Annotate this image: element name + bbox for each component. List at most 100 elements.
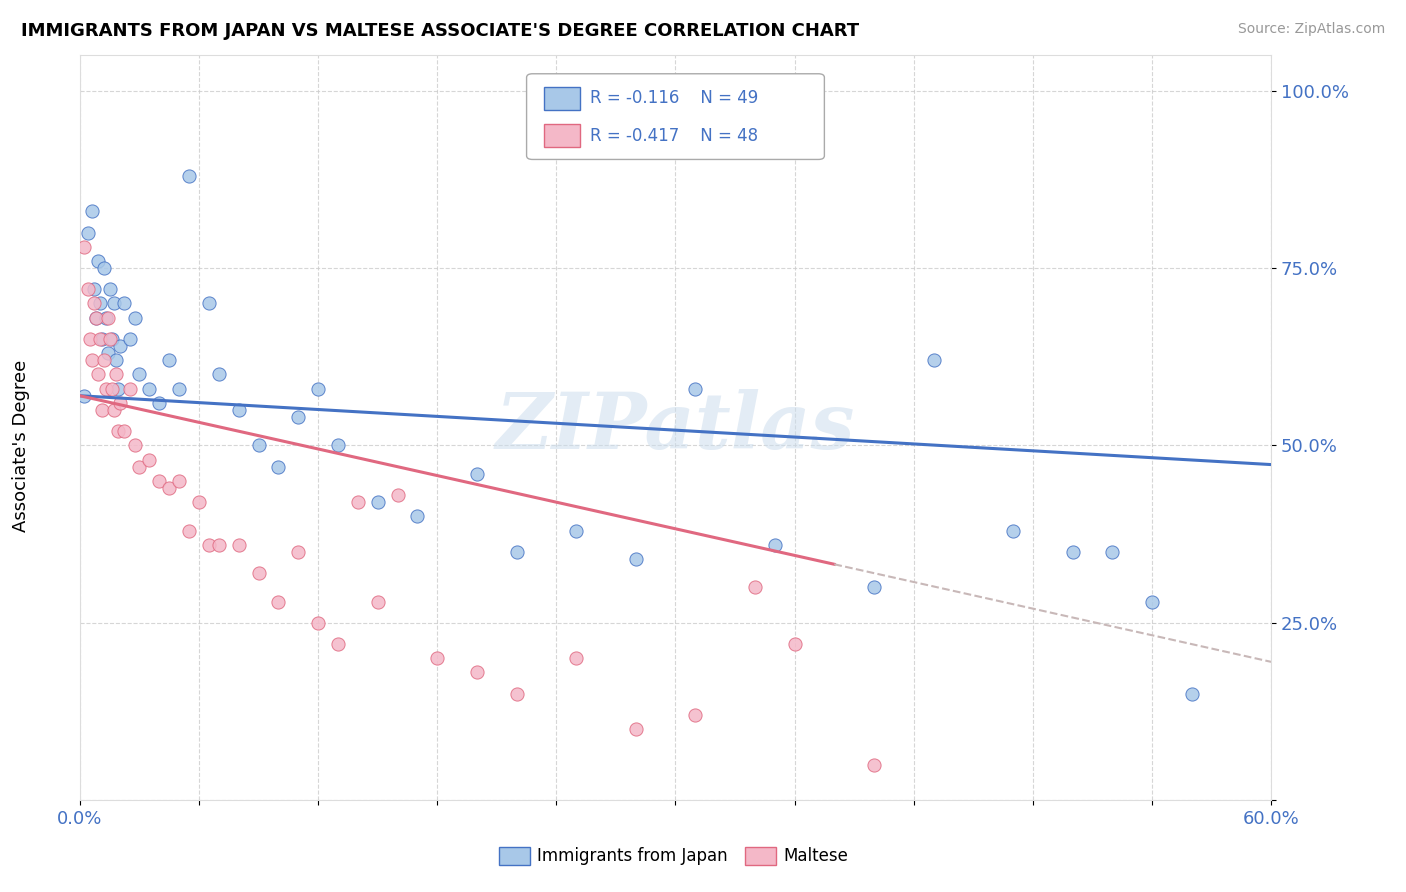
Point — [93, 260, 115, 275]
Point — [177, 524, 200, 538]
Point — [208, 538, 231, 552]
Point — [1062, 545, 1084, 559]
Point — [124, 310, 146, 325]
Point — [148, 474, 170, 488]
Point — [138, 382, 160, 396]
Point — [505, 687, 527, 701]
Point — [565, 651, 588, 665]
Point — [624, 552, 647, 566]
Point — [128, 459, 150, 474]
Point — [98, 282, 121, 296]
Point — [922, 353, 945, 368]
Point — [97, 346, 120, 360]
Point — [148, 396, 170, 410]
Point — [80, 353, 103, 368]
Point — [108, 396, 131, 410]
Point — [685, 708, 707, 723]
Point — [177, 169, 200, 183]
Point — [863, 580, 886, 594]
Point — [89, 332, 111, 346]
Point — [1181, 687, 1204, 701]
Point — [505, 545, 527, 559]
Point — [104, 368, 127, 382]
Point — [367, 495, 389, 509]
Point — [83, 296, 105, 310]
Point — [426, 651, 449, 665]
Point — [89, 296, 111, 310]
Text: Maltese: Maltese — [783, 847, 848, 865]
Point — [94, 310, 117, 325]
Point — [228, 403, 250, 417]
FancyBboxPatch shape — [527, 74, 824, 160]
Point — [87, 254, 110, 268]
Point — [744, 580, 766, 594]
Point — [465, 665, 488, 680]
Point — [198, 538, 221, 552]
Point — [124, 438, 146, 452]
Text: Immigrants from Japan: Immigrants from Japan — [537, 847, 728, 865]
Point — [287, 545, 309, 559]
Point — [94, 382, 117, 396]
Point — [1140, 594, 1163, 608]
Point — [73, 389, 96, 403]
Point — [103, 296, 125, 310]
Point — [107, 382, 129, 396]
Point — [763, 538, 786, 552]
Point — [247, 566, 270, 581]
Point — [685, 382, 707, 396]
Point — [79, 332, 101, 346]
Point — [83, 282, 105, 296]
Point — [76, 226, 98, 240]
Point — [267, 594, 290, 608]
Point — [108, 339, 131, 353]
Point — [97, 310, 120, 325]
Point — [326, 438, 349, 452]
Point — [107, 424, 129, 438]
Text: Associate's Degree: Associate's Degree — [13, 359, 30, 533]
Point — [1101, 545, 1123, 559]
Point — [118, 382, 141, 396]
Point — [112, 424, 135, 438]
Point — [406, 509, 429, 524]
Point — [80, 204, 103, 219]
Text: ZIPatlas: ZIPatlas — [496, 390, 855, 466]
Point — [73, 240, 96, 254]
Point — [93, 353, 115, 368]
Point — [84, 310, 107, 325]
Text: IMMIGRANTS FROM JAPAN VS MALTESE ASSOCIATE'S DEGREE CORRELATION CHART: IMMIGRANTS FROM JAPAN VS MALTESE ASSOCIA… — [21, 22, 859, 40]
Point — [307, 382, 329, 396]
Point — [287, 410, 309, 425]
Point — [208, 368, 231, 382]
Point — [157, 481, 180, 495]
Point — [167, 382, 190, 396]
Point — [188, 495, 211, 509]
Point — [863, 757, 886, 772]
Point — [346, 495, 368, 509]
Point — [138, 452, 160, 467]
Point — [783, 637, 806, 651]
Point — [326, 637, 349, 651]
Text: R = -0.417    N = 48: R = -0.417 N = 48 — [589, 127, 758, 145]
Point — [90, 332, 112, 346]
Point — [565, 524, 588, 538]
Point — [624, 723, 647, 737]
Point — [76, 282, 98, 296]
Point — [118, 332, 141, 346]
Point — [465, 467, 488, 481]
Point — [100, 382, 122, 396]
Point — [112, 296, 135, 310]
Point — [157, 353, 180, 368]
Point — [98, 332, 121, 346]
Point — [84, 310, 107, 325]
Point — [104, 353, 127, 368]
Point — [198, 296, 221, 310]
Point — [387, 488, 409, 502]
Point — [228, 538, 250, 552]
FancyBboxPatch shape — [544, 87, 581, 110]
Point — [1001, 524, 1024, 538]
Point — [267, 459, 290, 474]
Point — [128, 368, 150, 382]
Point — [247, 438, 270, 452]
Text: Source: ZipAtlas.com: Source: ZipAtlas.com — [1237, 22, 1385, 37]
Point — [90, 403, 112, 417]
